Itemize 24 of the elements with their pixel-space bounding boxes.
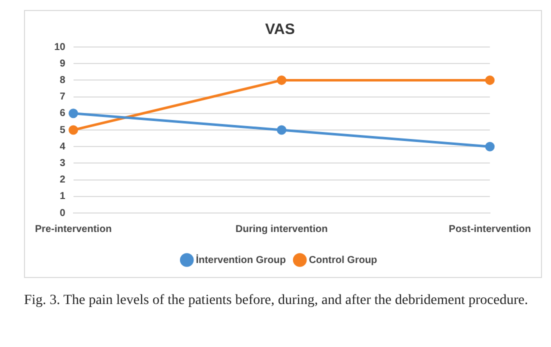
y-tick-label: 9 — [60, 58, 66, 70]
caption: Fig. 3. The pain levels of the patients before, during, and after the debridement procedure. — [24, 292, 529, 310]
legend-label: İntervention Group — [196, 254, 286, 266]
y-tick-label: 4 — [60, 141, 66, 152]
legend-label: Control Group — [308, 254, 378, 266]
y-tick-label: 10 — [54, 42, 66, 53]
point — [485, 75, 495, 85]
point — [68, 108, 78, 118]
y-tick-label: 8 — [60, 74, 66, 86]
y-tick-label: 5 — [60, 124, 66, 136]
chart-title: VAS — [265, 21, 295, 38]
point — [485, 142, 495, 152]
y-tick-label: 2 — [60, 174, 66, 186]
y-tick-label: 7 — [60, 92, 66, 103]
x-tick-label: Pre-intervention — [34, 224, 112, 235]
point — [68, 125, 78, 135]
x-tick-label: Post-intervention — [448, 224, 532, 235]
y-tick-label: 6 — [60, 108, 66, 120]
y-tick-label: 3 — [60, 158, 66, 169]
point — [276, 125, 286, 135]
x-tick-label: During intervention — [235, 224, 328, 235]
y-tick-label: 1 — [60, 191, 66, 202]
y-tick-label: 0 — [60, 208, 66, 219]
point — [276, 75, 286, 85]
